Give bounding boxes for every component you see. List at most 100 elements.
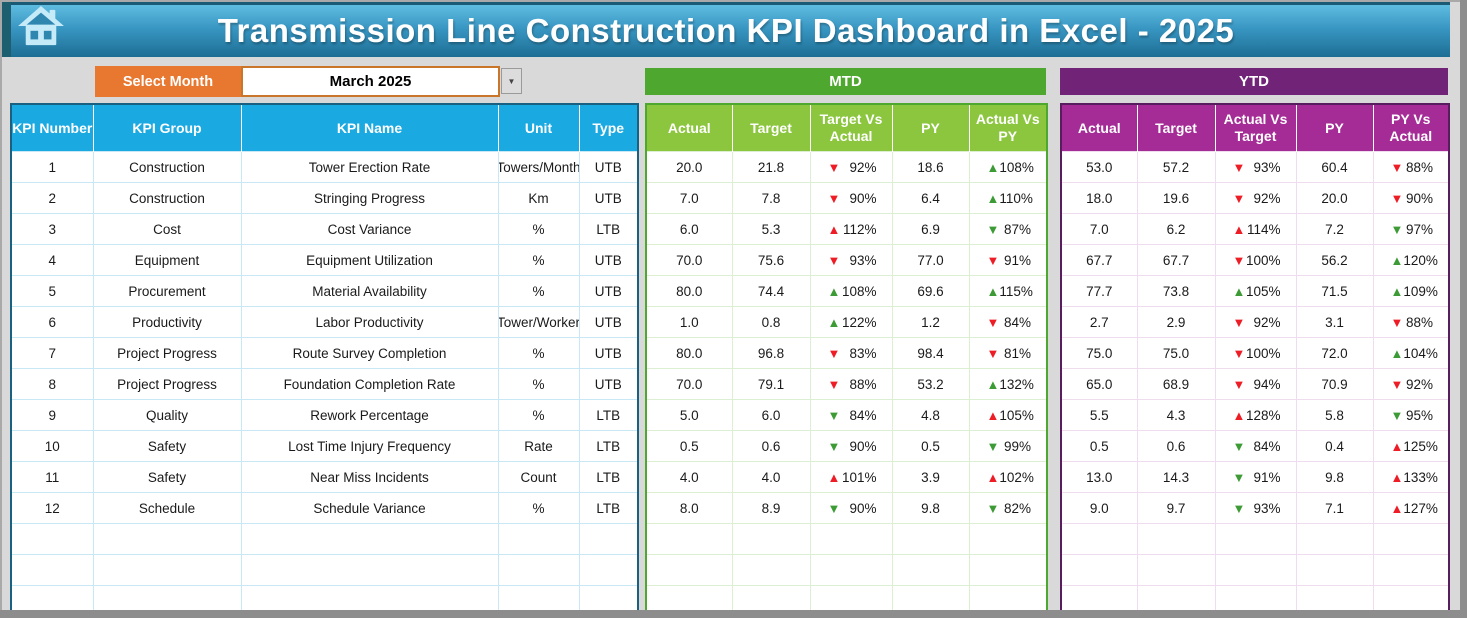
column-header: Actual (1061, 104, 1138, 152)
table-row: 8.0 8.9 ▼ 90% 9.8 ▼ 82% (645, 492, 1048, 524)
ytd-py-cell: 60.4 (1295, 151, 1374, 183)
mtd-actual-vs-py-cell: ▲ 110% (968, 182, 1048, 214)
ytd-py-vs-actual-cell (1372, 554, 1450, 586)
table-row: 70.0 79.1 ▼ 88% 53.2 ▲ 132% (645, 368, 1048, 400)
down-arrow-icon: ▼ (827, 376, 841, 392)
ytd-py-vs-actual-cell: ▼ 90% (1372, 182, 1450, 214)
kpi-unit-cell: % (497, 492, 580, 524)
kpi-group-cell: Procurement (92, 275, 242, 307)
variance-value: 91% (1003, 252, 1031, 268)
mtd-header-row: Actual Target Target Vs Actual PY Actual Vs … (646, 104, 1047, 152)
kpi-number-cell: 6 (10, 306, 94, 338)
variance-value: 100% (1245, 252, 1281, 268)
mtd-actual-cell: 6.0 (645, 213, 733, 245)
variance-value: 95% (1405, 407, 1433, 423)
kpi-number-cell: 5 (10, 275, 94, 307)
table-row: 0.5 0.6 ▼ 84% 0.4 ▲ 125% (1060, 430, 1450, 462)
up-arrow-icon: ▲ (986, 376, 1000, 392)
table-row: 80.0 96.8 ▼ 83% 98.4 ▼ 81% (645, 337, 1048, 369)
ytd-py-cell (1295, 554, 1374, 586)
table-row: 1 Construction Tower Erection Rate Towers/M… (10, 151, 639, 183)
ytd-actual-vs-target-cell: ▼ 100% (1214, 244, 1297, 276)
table-row: 13.0 14.3 ▼ 91% 9.8 ▲ 133% (1060, 461, 1450, 493)
kpi-group-cell: Safety (92, 461, 242, 493)
ytd-section-header: YTD (1060, 68, 1448, 95)
ytd-actual-cell: 65.0 (1060, 368, 1138, 400)
variance-value: 115% (999, 283, 1033, 299)
kpi-unit-cell-text: Rate (524, 438, 553, 454)
ytd-actual-cell (1060, 523, 1138, 555)
table-row: 5.0 6.0 ▼ 84% 4.8 ▲ 105% (645, 399, 1048, 431)
down-arrow-icon: ▼ (986, 314, 1000, 330)
variance-value: 120% (1403, 252, 1438, 268)
variance-value: 92% (1405, 376, 1433, 392)
kpi-group-cell: Quality (92, 399, 242, 431)
ytd-py-cell: 71.5 (1295, 275, 1374, 307)
up-arrow-icon: ▲ (1390, 252, 1404, 268)
kpi-group-cell: Project Progress (92, 368, 242, 400)
chevron-down-icon: ▼ (507, 76, 516, 86)
home-button[interactable] (18, 6, 64, 48)
ytd-py-cell (1295, 523, 1374, 555)
kpi-number-cell: 9 (10, 399, 94, 431)
table-row (1060, 554, 1450, 586)
mtd-py-cell: 1.2 (891, 306, 970, 338)
kpi-number-cell: 10 (10, 430, 94, 462)
down-arrow-icon: ▼ (1232, 345, 1246, 361)
down-arrow-icon: ▼ (1232, 438, 1246, 454)
column-header: PY Vs Actual (1373, 104, 1449, 152)
kpi-type-cell (578, 554, 639, 586)
table-row: 6 Productivity Labor Productivity Tower/Wor… (10, 306, 639, 338)
kpi-type-cell (578, 523, 639, 555)
kpi-group-cell: Safety (92, 430, 242, 462)
month-dropdown[interactable]: March 2025 (241, 66, 500, 97)
ytd-actual-cell: 7.0 (1060, 213, 1138, 245)
variance-value: 97% (1405, 221, 1433, 237)
mtd-actual-cell: 70.0 (645, 368, 733, 400)
table-row: 18.0 19.6 ▼ 92% 20.0 ▼ 90% (1060, 182, 1450, 214)
table-row: 11 Safety Near Miss Incidents Count LTB (10, 461, 639, 493)
kpi-name-cell: Tower Erection Rate (240, 151, 499, 183)
ytd-target-cell: 6.2 (1136, 213, 1216, 245)
down-arrow-icon: ▼ (1390, 314, 1404, 330)
ytd-target-cell: 9.7 (1136, 492, 1216, 524)
variance-value: 133% (1403, 469, 1438, 485)
ytd-actual-vs-target-cell (1214, 554, 1297, 586)
ytd-py-vs-actual-cell: ▲ 109% (1372, 275, 1450, 307)
table-row: 5 Procurement Material Availability% UTB (10, 275, 639, 307)
down-arrow-icon: ▼ (827, 345, 841, 361)
mtd-actual-cell: 80.0 (645, 337, 733, 369)
variance-value: 88% (1405, 314, 1433, 330)
mtd-actual-vs-py-cell: ▼ 84% (968, 306, 1048, 338)
down-arrow-icon: ▼ (986, 438, 1000, 454)
ytd-py-cell: 5.8 (1295, 399, 1374, 431)
kpi-type-cell: UTB (578, 151, 639, 183)
mtd-actual-vs-py-cell: ▲ 132% (968, 368, 1048, 400)
variance-value: 84% (1003, 314, 1031, 330)
mtd-actual-cell: 80.0 (645, 275, 733, 307)
month-dropdown-button[interactable]: ▼ (501, 68, 522, 94)
up-arrow-icon: ▲ (1390, 283, 1404, 299)
kpi-type-cell: LTB (578, 461, 639, 493)
kpi-group-cell: Cost (92, 213, 242, 245)
table-row: 7 Project Progress Route Survey Completion… (10, 337, 639, 369)
mtd-target-cell: 79.1 (731, 368, 811, 400)
kpi-name-cell: Labor Productivity (240, 306, 499, 338)
kpi-number-cell: 8 (10, 368, 94, 400)
kpi-header-row: KPI Number KPI Group KPI Name Unit Type (11, 104, 638, 152)
ytd-py-vs-actual-cell: ▲ 127% (1372, 492, 1450, 524)
variance-value: 112% (842, 221, 877, 237)
mtd-actual-cell (645, 523, 733, 555)
kpi-unit-cell: Rate (497, 430, 580, 462)
variance-value: 100% (1245, 345, 1281, 361)
kpi-unit-cell (497, 523, 580, 555)
kpi-unit-cell: Count (497, 461, 580, 493)
mtd-py-cell: 9.8 (891, 492, 970, 524)
variance-value: 102% (999, 469, 1034, 485)
variance-value: 91% (1253, 469, 1281, 485)
ytd-target-cell: 2.9 (1136, 306, 1216, 338)
ytd-py-vs-actual-cell: ▼ 88% (1372, 306, 1450, 338)
kpi-number-cell: 11 (10, 461, 94, 493)
variance-value: 90% (849, 190, 877, 206)
down-arrow-icon: ▼ (1390, 407, 1404, 423)
